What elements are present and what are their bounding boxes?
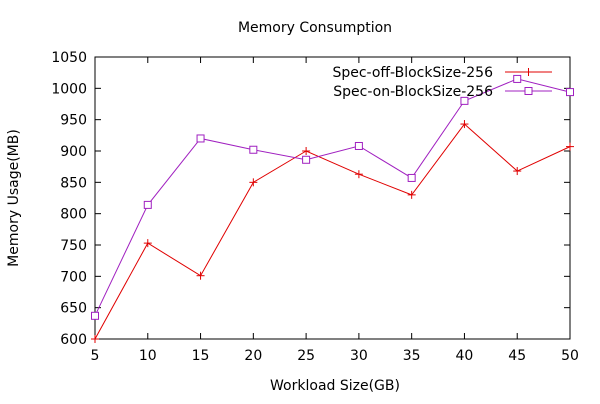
x-tick-label: 15 (192, 348, 210, 364)
y-tick-label: 800 (60, 207, 87, 223)
series-2-point-marker (196, 134, 205, 143)
x-tick-label: 45 (508, 348, 526, 364)
chart-title: Memory Consumption (238, 20, 392, 36)
series-2-point-marker (143, 200, 152, 209)
x-tick-label: 50 (561, 348, 579, 364)
series-2-point-marker (460, 96, 469, 105)
y-tick-label: 900 (60, 144, 87, 160)
series-2-point-marker (91, 311, 99, 320)
series-layer (91, 74, 574, 343)
y-tick-label: 950 (60, 113, 87, 129)
series-2-line (94, 78, 571, 317)
legend-label: Spec-off-BlockSize-256 (332, 65, 493, 81)
x-tick-label: 30 (350, 348, 368, 364)
series-2-point-marker (249, 145, 258, 154)
y-axis-label: Memory Usage(MB) (6, 129, 22, 267)
x-tick-label: 40 (456, 348, 474, 364)
x-tick-label: 5 (91, 348, 100, 364)
legend-item-1: Spec-off-BlockSize-256 (332, 65, 552, 81)
series-2-point-marker (302, 155, 311, 164)
legend-marker (524, 87, 533, 95)
y-tick-label: 1050 (51, 50, 87, 66)
x-tick-label: 20 (244, 348, 262, 364)
series-2-point-marker (407, 173, 416, 182)
y-tick-label: 1000 (51, 81, 87, 97)
series-2-point-marker (354, 141, 363, 150)
y-tick-label: 700 (60, 269, 87, 285)
series-2-point-marker (513, 74, 522, 83)
series-2-point-marker (566, 88, 574, 97)
series-1 (91, 120, 574, 343)
plot-border (94, 56, 571, 340)
x-tick-label: 10 (139, 348, 157, 364)
y-tick-label: 850 (60, 175, 87, 191)
series-1-line (94, 123, 571, 340)
x-tick-label: 25 (297, 348, 315, 364)
legend: Spec-off-BlockSize-256 Spec-on-BlockSize-… (332, 65, 552, 100)
x-tick-label: 35 (403, 348, 421, 364)
y-tick-label: 600 (60, 332, 87, 348)
y-tick-label: 750 (60, 238, 87, 254)
x-axis-ticks: 5 10 15 20 25 30 35 40 45 50 (91, 57, 579, 364)
series-2 (91, 74, 574, 320)
y-axis-ticks: 600 650 700 750 800 850 900 950 1000 1050 (51, 50, 570, 348)
legend-item-2: Spec-on-BlockSize-256 (333, 84, 552, 100)
x-axis-label: Workload Size(GB) (270, 378, 400, 394)
y-tick-label: 650 (60, 301, 87, 317)
plot-frame (94, 56, 571, 340)
legend-label: Spec-on-BlockSize-256 (333, 84, 493, 100)
